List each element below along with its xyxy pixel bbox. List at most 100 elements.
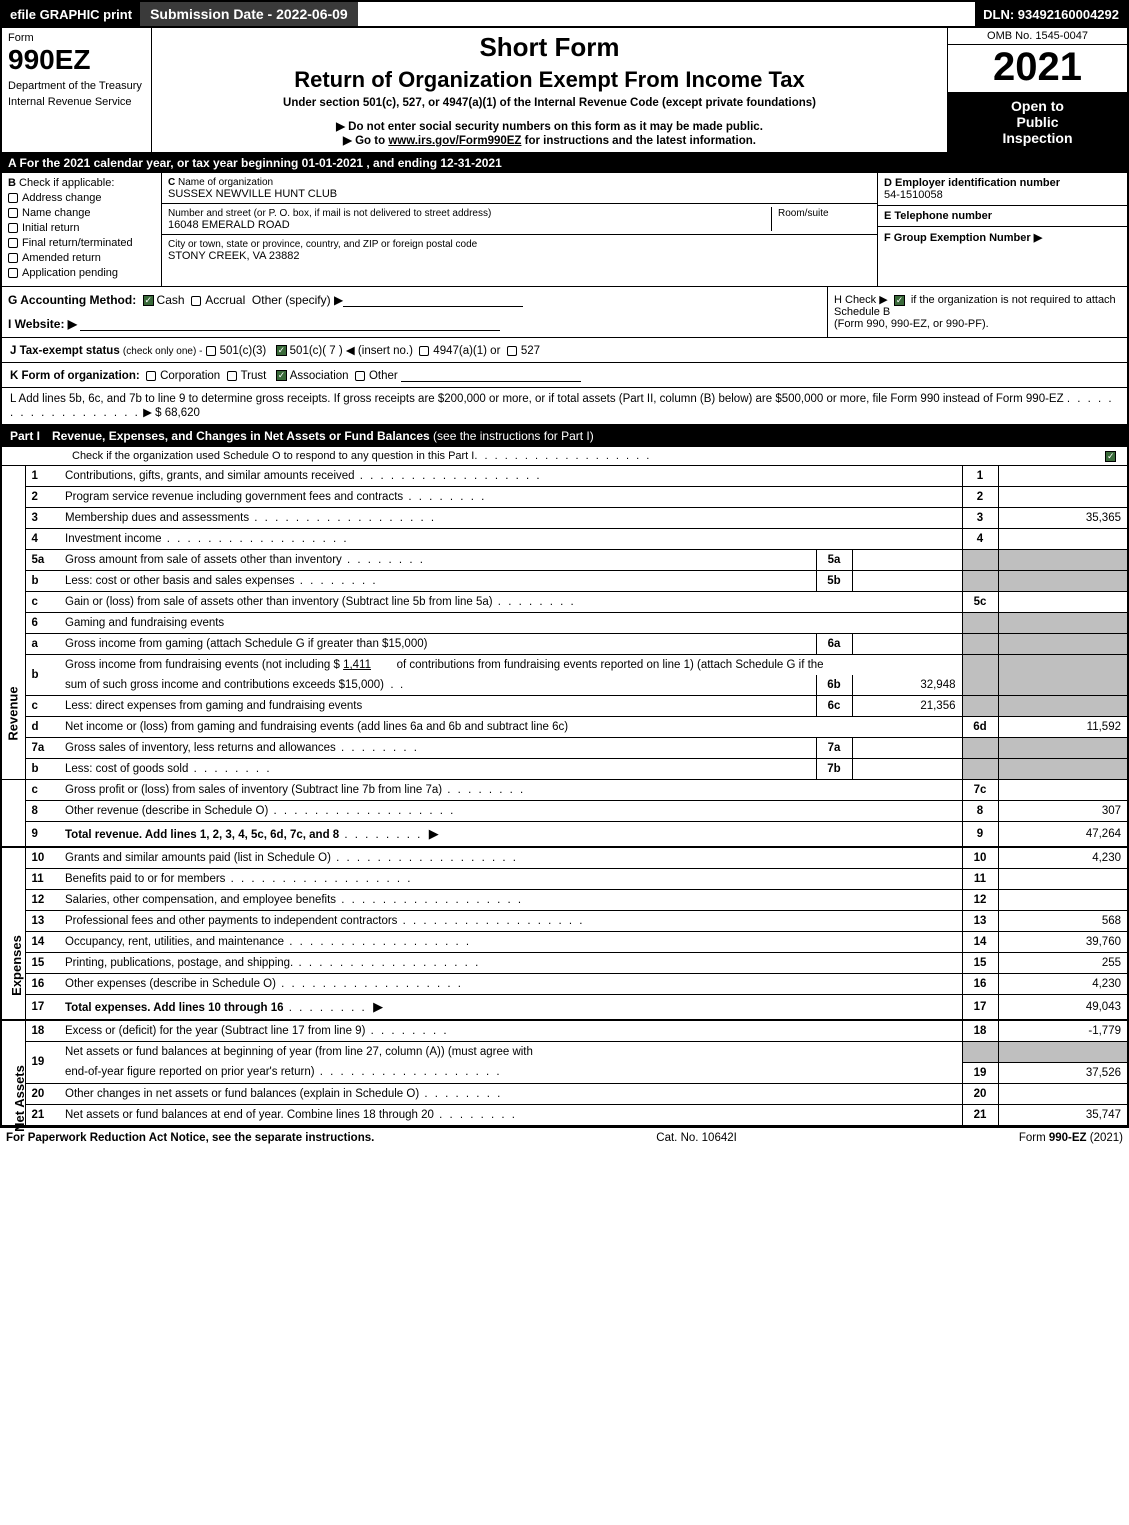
chk-name-change[interactable]: Name change — [8, 207, 155, 219]
footer-cat-no: Cat. No. 10642I — [656, 1132, 737, 1144]
form-word: Form — [8, 32, 145, 44]
val-18: -1,779 — [998, 1020, 1128, 1042]
val-12 — [998, 890, 1128, 911]
val-21: 35,747 — [998, 1104, 1128, 1126]
val-17: 49,043 — [998, 995, 1128, 1021]
city-cell: City or town, state or province, country… — [162, 235, 877, 265]
dept-treasury: Department of the Treasury — [8, 80, 145, 92]
street-cell: Number and street (or P. O. box, if mail… — [162, 204, 877, 235]
chk-address-change[interactable]: Address change — [8, 192, 155, 204]
val-5a — [852, 550, 962, 571]
col-c: C Name of organization SUSSEX NEWVILLE H… — [162, 173, 877, 286]
val-6d: 11,592 — [998, 717, 1128, 738]
page-footer: For Paperwork Reduction Act Notice, see … — [0, 1127, 1129, 1148]
h-check: H Check ▶ if the organization is not req… — [827, 287, 1127, 337]
chk-application-pending[interactable]: Application pending — [8, 267, 155, 279]
chk-initial-return[interactable]: Initial return — [8, 222, 155, 234]
col-def: D Employer identification number 54-1510… — [877, 173, 1127, 286]
val-4 — [998, 529, 1128, 550]
chk-final-return[interactable]: Final return/terminated — [8, 237, 155, 249]
header-subtitle: Under section 501(c), 527, or 4947(a)(1)… — [158, 97, 941, 109]
other-specify-field[interactable] — [343, 293, 523, 307]
efile-label: efile GRAPHIC print — [2, 2, 140, 26]
phone-cell: E Telephone number — [878, 206, 1127, 227]
val-19: 37,526 — [998, 1062, 1128, 1083]
header-left-col: Form 990EZ Department of the Treasury In… — [2, 28, 152, 152]
val-10: 4,230 — [998, 847, 1128, 869]
val-5b — [852, 571, 962, 592]
val-16: 4,230 — [998, 974, 1128, 995]
room-suite-caption: Room/suite — [778, 208, 829, 219]
row-j: J Tax-exempt status (check only one) - 5… — [0, 338, 1129, 363]
val-1 — [998, 466, 1128, 487]
netassets-sidelabel: Net Assets — [1, 1020, 25, 1126]
val-6b: 32,948 — [852, 675, 962, 696]
val-11 — [998, 869, 1128, 890]
header-note-1: ▶ Do not enter social security numbers o… — [158, 119, 941, 133]
chk-527[interactable] — [507, 346, 517, 356]
val-7b — [852, 759, 962, 780]
header-note-2: ▶ Go to www.irs.gov/Form990EZ for instru… — [158, 133, 941, 147]
chk-schedule-o[interactable] — [1105, 451, 1116, 462]
b-label: B — [8, 177, 16, 189]
val-6c: 21,356 — [852, 696, 962, 717]
val-9: 47,264 — [998, 822, 1128, 848]
chk-amended-return[interactable]: Amended return — [8, 252, 155, 264]
other-org-field[interactable] — [401, 368, 581, 382]
g-accounting: G Accounting Method: Cash Accrual Other … — [2, 287, 827, 337]
part-1-title: Revenue, Expenses, and Changes in Net As… — [52, 429, 430, 443]
chk-trust[interactable] — [227, 371, 237, 381]
fundraising-contrib-amount: 1,411 — [343, 659, 371, 671]
header-right-col: OMB No. 1545-0047 2021 Open to Public In… — [947, 28, 1127, 152]
irs-link[interactable]: www.irs.gov/Form990EZ — [388, 135, 521, 147]
website-field[interactable] — [80, 317, 500, 331]
revenue-sidelabel: Revenue — [1, 466, 25, 780]
footer-right: Form 990-EZ (2021) — [1019, 1132, 1123, 1144]
val-20 — [998, 1083, 1128, 1104]
dept-irs: Internal Revenue Service — [8, 96, 145, 108]
info-grid: B Check if applicable: Address change Na… — [0, 173, 1129, 287]
chk-4947[interactable] — [419, 346, 429, 356]
part-1-title-note: (see the instructions for Part I) — [433, 429, 594, 443]
header-center-col: Short Form Return of Organization Exempt… — [152, 28, 947, 152]
omb-number: OMB No. 1545-0047 — [948, 28, 1127, 45]
form-number: 990EZ — [8, 44, 145, 76]
form-header: Form 990EZ Department of the Treasury In… — [0, 28, 1129, 153]
chk-accrual[interactable] — [191, 296, 201, 306]
val-15: 255 — [998, 953, 1128, 974]
val-2 — [998, 487, 1128, 508]
submission-date: Submission Date - 2022-06-09 — [140, 2, 358, 26]
val-3: 35,365 — [998, 508, 1128, 529]
row-l: L Add lines 5b, 6c, and 7b to line 9 to … — [0, 388, 1129, 425]
part-1-tag: Part I — [10, 429, 40, 443]
col-b: B Check if applicable: Address change Na… — [2, 173, 162, 286]
expenses-sidelabel: Expenses — [1, 847, 25, 1020]
val-7a — [852, 738, 962, 759]
footer-left: For Paperwork Reduction Act Notice, see … — [6, 1132, 374, 1144]
gross-receipts-amount: 68,620 — [165, 407, 200, 419]
val-7c — [998, 780, 1128, 801]
val-6a — [852, 634, 962, 655]
short-form-title: Short Form — [158, 32, 941, 63]
ein-value: 54-1510058 — [884, 189, 1121, 201]
org-name-cell: C Name of organization SUSSEX NEWVILLE H… — [162, 173, 877, 204]
top-bar: efile GRAPHIC print Submission Date - 20… — [0, 0, 1129, 28]
chk-other-org[interactable] — [355, 371, 365, 381]
val-8: 307 — [998, 801, 1128, 822]
chk-501c3[interactable] — [206, 346, 216, 356]
val-5c — [998, 592, 1128, 613]
i-website-label: I Website: ▶ — [8, 317, 77, 331]
chk-501c[interactable] — [276, 345, 287, 356]
street-address: 16048 EMERALD ROAD — [168, 219, 290, 231]
chk-cash[interactable] — [143, 295, 154, 306]
part-1-table: Revenue 1 Contributions, gifts, grants, … — [0, 466, 1129, 1127]
chk-corp[interactable] — [146, 371, 156, 381]
group-exemption-cell: F Group Exemption Number ▶ — [878, 227, 1127, 248]
open-to-public-box: Open to Public Inspection — [948, 92, 1127, 152]
city-state-zip: STONY CREEK, VA 23882 — [168, 250, 299, 262]
part-1-sub: Check if the organization used Schedule … — [0, 447, 1129, 466]
org-name: SUSSEX NEWVILLE HUNT CLUB — [168, 188, 337, 200]
chk-assoc[interactable] — [276, 370, 287, 381]
chk-h[interactable] — [894, 295, 905, 306]
part-1-header: Part I Revenue, Expenses, and Changes in… — [0, 425, 1129, 447]
